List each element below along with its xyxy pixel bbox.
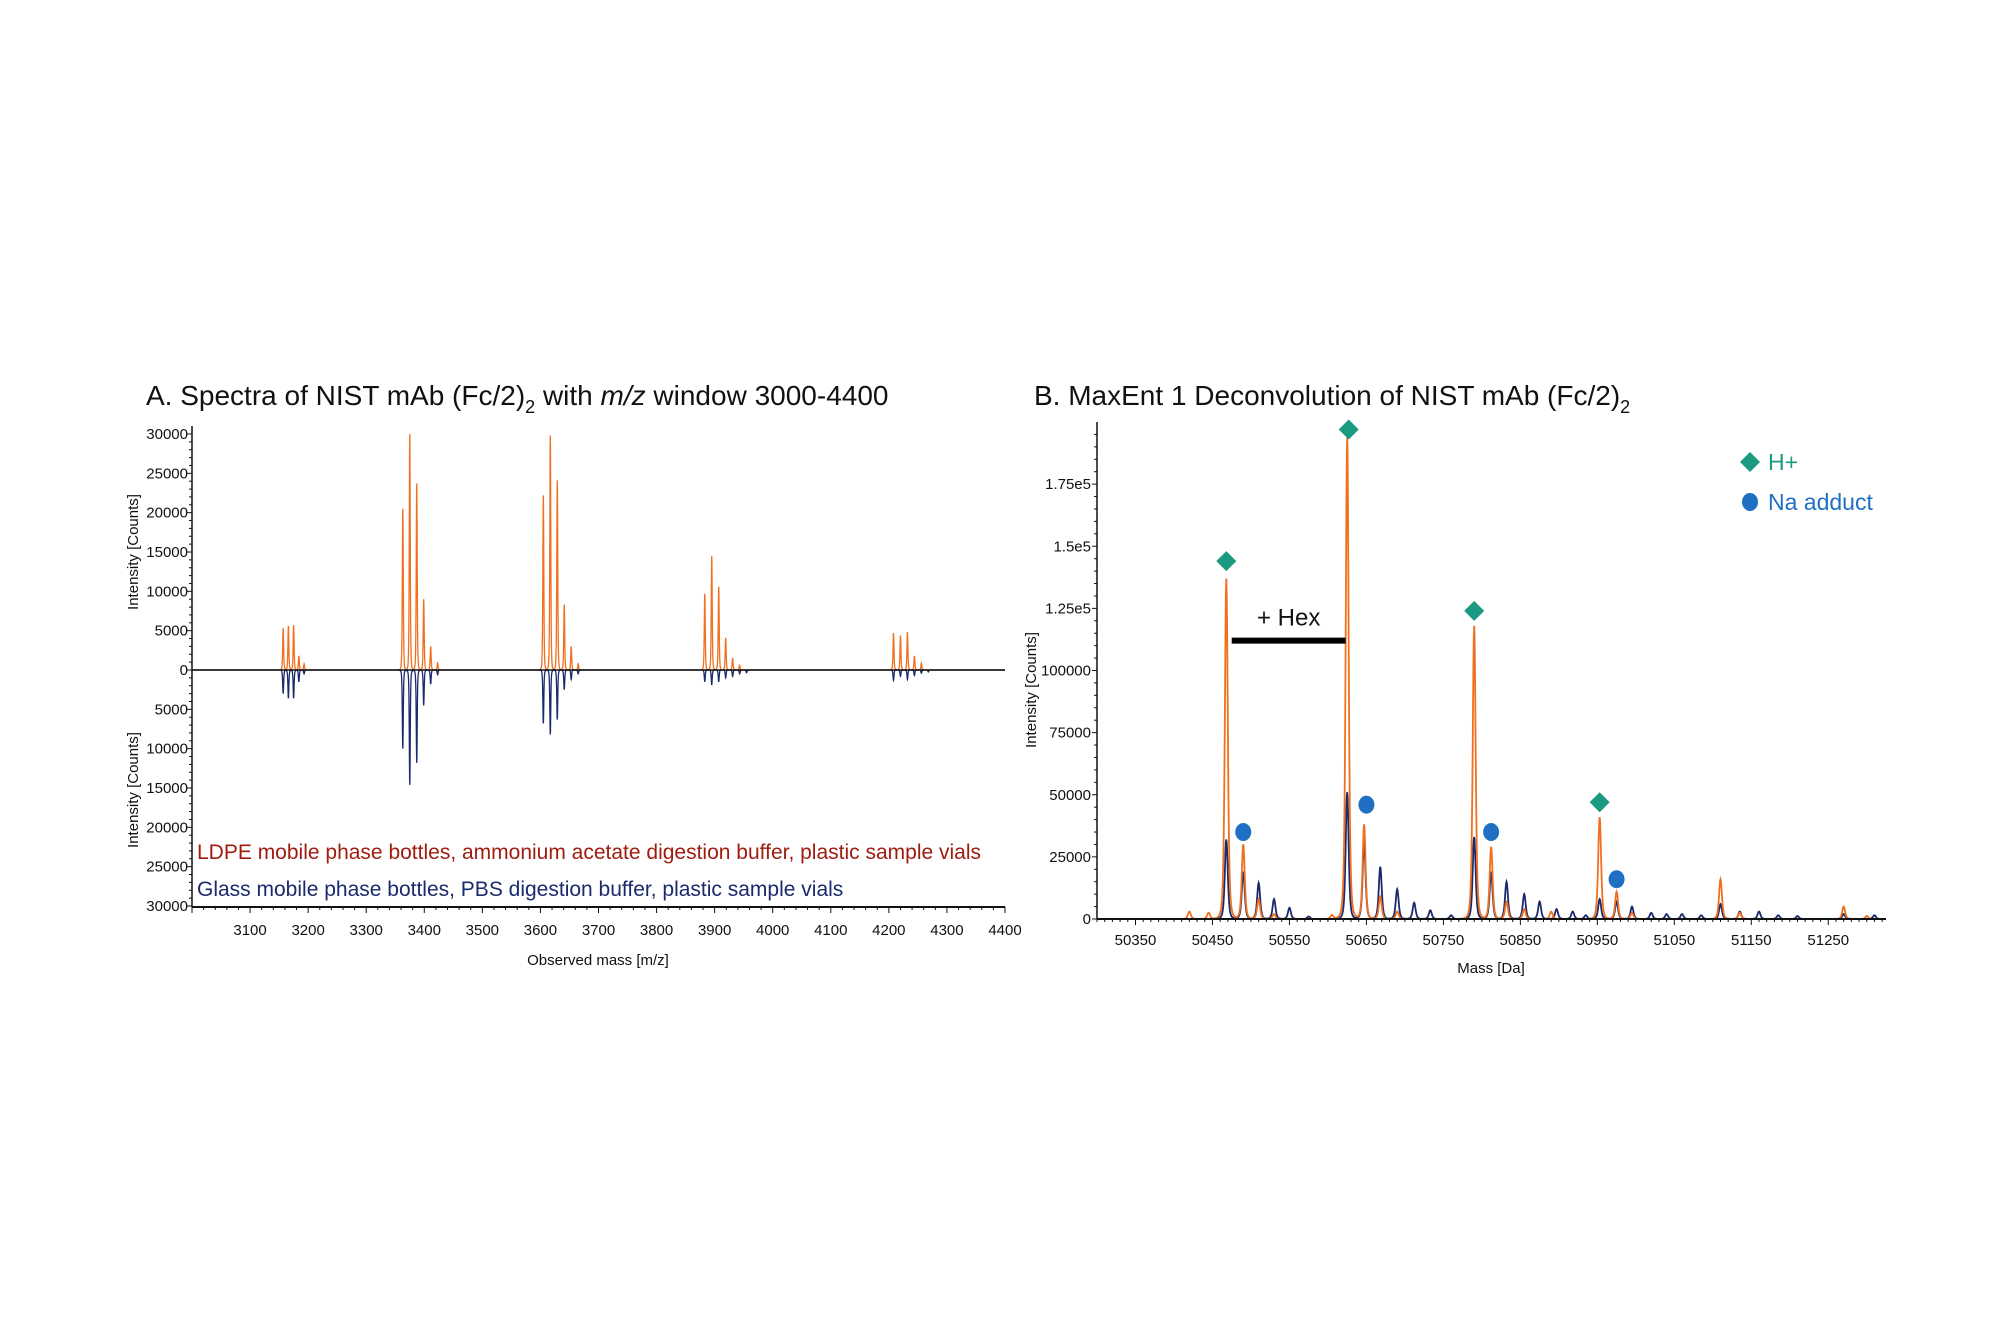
legend-h-plus: H+ xyxy=(1768,449,1798,475)
y-tick-label: 75000 xyxy=(1049,725,1091,742)
x-tick-label: 4400 xyxy=(988,922,1021,939)
x-tick-label: 3800 xyxy=(640,922,673,939)
y-tick-label: 25000 xyxy=(146,465,188,482)
panel-a-title: A. Spectra of NIST mAb (Fc/2)2 with m/z … xyxy=(146,380,888,417)
na-adduct-circle-marker xyxy=(1235,823,1252,842)
panel-b-y-axis-label: Intensity [Counts] xyxy=(1023,632,1040,748)
y-tick-label: 15000 xyxy=(146,544,188,561)
y-tick-label: 25000 xyxy=(1049,849,1091,866)
y-tick-label: 0 xyxy=(180,662,188,679)
h-plus-diamond-marker xyxy=(1464,600,1485,621)
y-tick-label: 20000 xyxy=(146,505,188,522)
y-tick-label: 5000 xyxy=(155,623,188,640)
y-tick-label: 15000 xyxy=(146,780,188,797)
panel-b: B. MaxEnt 1 Deconvolution of NIST mAb (F… xyxy=(1023,380,1886,977)
h-plus-diamond-marker xyxy=(1589,792,1610,813)
y-tick-label: 1.75e5 xyxy=(1045,476,1091,493)
panel-b-x-axis-label: Mass [Da] xyxy=(1457,960,1525,977)
y-tick-label: 50000 xyxy=(1049,787,1091,804)
y-tick-label: 5000 xyxy=(155,701,188,718)
x-tick-label: 51050 xyxy=(1653,932,1695,949)
x-tick-label: 3700 xyxy=(582,922,615,939)
x-tick-label: 4200 xyxy=(872,922,905,939)
x-tick-label: 50850 xyxy=(1500,932,1542,949)
x-tick-label: 3900 xyxy=(698,922,731,939)
x-tick-label: 3300 xyxy=(350,922,383,939)
y-tick-label: 30000 xyxy=(146,426,188,443)
na-adduct-circle-marker xyxy=(1483,823,1500,842)
h-plus-diamond-marker xyxy=(1216,551,1237,572)
na-adduct-circle-marker xyxy=(1608,870,1625,889)
panel-a: A. Spectra of NIST mAb (Fc/2)2 with m/z … xyxy=(125,380,1022,969)
y-tick-label: 10000 xyxy=(146,741,188,758)
panel-a-y-axis-label-bottom: Intensity [Counts] xyxy=(125,732,142,848)
h-plus-legend-diamond-icon xyxy=(1740,452,1760,472)
x-tick-label: 50750 xyxy=(1423,932,1465,949)
na-adduct-legend-circle-icon xyxy=(1742,493,1758,511)
x-tick-label: 3200 xyxy=(291,922,324,939)
glass-series-line xyxy=(192,669,1005,785)
x-tick-label: 51150 xyxy=(1731,932,1772,949)
panel-a-y-axis-label-top: Intensity [Counts] xyxy=(125,494,142,610)
x-tick-label: 50950 xyxy=(1576,932,1618,949)
y-tick-label: 0 xyxy=(1083,911,1091,928)
x-tick-label: 3100 xyxy=(233,922,266,939)
x-tick-label: 4300 xyxy=(930,922,963,939)
x-tick-label: 3400 xyxy=(408,922,441,939)
hex-annotation-label: + Hex xyxy=(1257,605,1320,632)
y-tick-label: 30000 xyxy=(146,898,188,915)
panel-b-plot: 0 25000 50000 75000 100000 1.25e5 1.5e5 1.75e5 5… xyxy=(1041,419,1886,949)
panel-a-x-axis-label: Observed mass [m/z] xyxy=(527,952,669,969)
x-tick-label: 50550 xyxy=(1269,932,1311,949)
y-tick-label: 1.25e5 xyxy=(1045,600,1091,617)
x-tick-label: 50350 xyxy=(1115,932,1157,949)
panel-b-title: B. MaxEnt 1 Deconvolution of NIST mAb (F… xyxy=(1034,380,1630,417)
y-tick-label: 25000 xyxy=(146,859,188,876)
x-tick-label: 51250 xyxy=(1807,932,1849,949)
y-tick-label: 10000 xyxy=(146,583,188,600)
y-tick-label: 20000 xyxy=(146,819,188,836)
x-tick-label: 3500 xyxy=(466,922,499,939)
legend-glass-series: Glass mobile phase bottles, PBS digestio… xyxy=(197,878,843,901)
x-tick-label: 4000 xyxy=(756,922,789,939)
y-tick-label: 1.5e5 xyxy=(1053,538,1091,555)
legend-ldpe-series: LDPE mobile phase bottles, ammonium acet… xyxy=(197,841,981,864)
h-plus-diamond-marker xyxy=(1338,419,1359,440)
x-tick-label: 50450 xyxy=(1192,932,1234,949)
ldpe-series-line xyxy=(192,433,1005,671)
panel-a-plot: 30000 25000 20000 15000 10000 5000 0 5000 10000 1… xyxy=(146,426,1022,939)
legend-na-adduct: Na adduct xyxy=(1768,489,1873,515)
x-tick-label: 50650 xyxy=(1346,932,1388,949)
y-tick-label: 100000 xyxy=(1041,663,1091,680)
legend: H+ Na adduct xyxy=(1740,449,1873,515)
x-tick-label: 3600 xyxy=(524,922,557,939)
na-adduct-circle-marker xyxy=(1358,795,1375,814)
x-tick-label: 4100 xyxy=(814,922,847,939)
